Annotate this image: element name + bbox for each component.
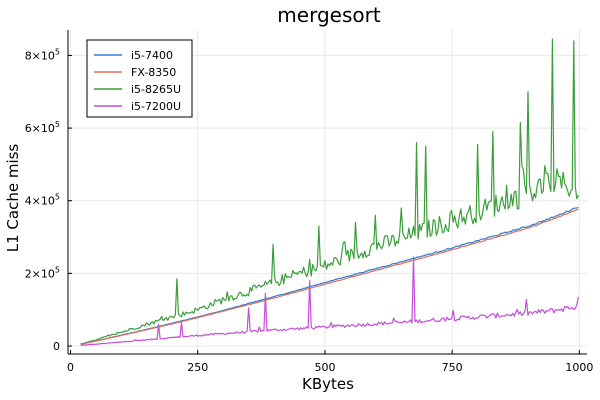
y-tick-label: 4×105 <box>25 193 60 208</box>
y-tick-base: 4×10 <box>25 195 55 208</box>
series-line-fx-8350 <box>80 209 579 345</box>
x-tick-label: 500 <box>314 361 335 374</box>
y-tick-base: 8×10 <box>25 49 55 62</box>
x-tick-label: 1000 <box>565 361 593 374</box>
y-tick-exponent: 5 <box>55 265 60 274</box>
legend-box <box>86 39 193 118</box>
y-tick-label: 2×105 <box>25 265 60 280</box>
y-tick-exponent: 5 <box>55 47 60 56</box>
series-line-i5-7400 <box>80 206 579 345</box>
x-tick-label: 750 <box>442 361 463 374</box>
x-tick-label: 250 <box>187 361 208 374</box>
y-tick-label: 6×105 <box>25 120 60 135</box>
legend-label-i5-7200u: i5-7200U <box>131 100 181 113</box>
y-axis-label: L1 Cache miss <box>4 144 22 253</box>
series-layer <box>80 38 579 346</box>
y-tick-label: 0 <box>53 340 60 353</box>
legend-label-i5-8265u: i5-8265U <box>131 83 181 96</box>
y-tick-base: 6×10 <box>25 122 55 135</box>
legend-label-i5-7400: i5-7400 <box>131 49 173 62</box>
series-line-i5-8265u <box>80 38 579 345</box>
chart-title: mergesort <box>277 3 381 27</box>
y-tick-exponent: 5 <box>55 120 60 129</box>
legend: i5-7400 FX-8350 i5-8265U i5-7200U <box>86 39 193 118</box>
series-line-i5-7200u <box>80 256 579 346</box>
y-tick-base: 2×10 <box>25 267 55 280</box>
grid <box>68 30 587 354</box>
legend-label-fx-8350: FX-8350 <box>131 66 176 79</box>
x-axis-label: KBytes <box>302 375 354 393</box>
x-tick-label: 0 <box>67 361 74 374</box>
x-ticks: 0 250 500 750 1000 <box>67 350 593 374</box>
y-tick-exponent: 5 <box>55 193 60 202</box>
y-tick-label: 8×105 <box>25 47 60 62</box>
